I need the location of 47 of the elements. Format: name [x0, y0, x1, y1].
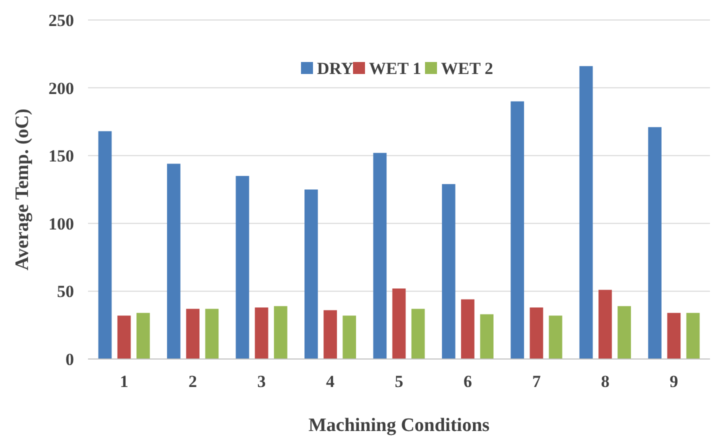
bar — [342, 316, 356, 359]
y-tick-label: 250 — [48, 10, 74, 30]
bar — [598, 290, 612, 359]
bar — [667, 312, 681, 359]
bar — [442, 184, 456, 359]
bar — [579, 66, 593, 359]
x-tick-label: 5 — [394, 372, 404, 391]
x-tick-label: 1 — [120, 372, 128, 391]
legend-label: DRY — [317, 58, 354, 78]
x-tick-label: 7 — [532, 372, 542, 391]
bar — [686, 312, 700, 359]
x-tick-label: 4 — [326, 372, 336, 391]
y-tick-label: 200 — [48, 78, 74, 98]
bar — [304, 190, 318, 359]
bar — [510, 101, 524, 359]
y-tick-label: 50 — [57, 282, 74, 302]
x-tick-label: 6 — [463, 372, 472, 391]
bar — [461, 299, 474, 359]
bar — [618, 306, 631, 359]
bar — [373, 152, 387, 359]
x-tick-label: 8 — [600, 372, 610, 391]
bar — [648, 127, 662, 359]
y-tick-label: 0 — [66, 350, 74, 369]
bar — [205, 308, 219, 359]
bar — [274, 306, 288, 359]
x-axis-title: Machining Conditions — [308, 415, 490, 436]
bar — [480, 314, 494, 359]
bar — [236, 176, 250, 359]
y-axis-title: Average Temp. (oC) — [12, 108, 33, 270]
x-tick-label: 3 — [257, 372, 266, 391]
y-tick-label: 150 — [48, 146, 74, 166]
bar — [254, 307, 268, 359]
bar — [136, 312, 150, 359]
bar — [98, 131, 112, 359]
bar — [186, 308, 200, 359]
x-tick-label: 9 — [670, 372, 678, 391]
bar — [324, 310, 337, 359]
legend-label: WET 2 — [441, 58, 494, 78]
bar — [117, 316, 131, 359]
x-tick-label: 2 — [188, 372, 198, 391]
bar — [392, 288, 406, 359]
legend-label: WET 1 — [369, 58, 422, 78]
bar — [411, 308, 425, 359]
bar — [167, 164, 180, 359]
y-tick-label: 100 — [48, 214, 74, 234]
bar — [548, 316, 562, 359]
bar — [530, 307, 544, 359]
